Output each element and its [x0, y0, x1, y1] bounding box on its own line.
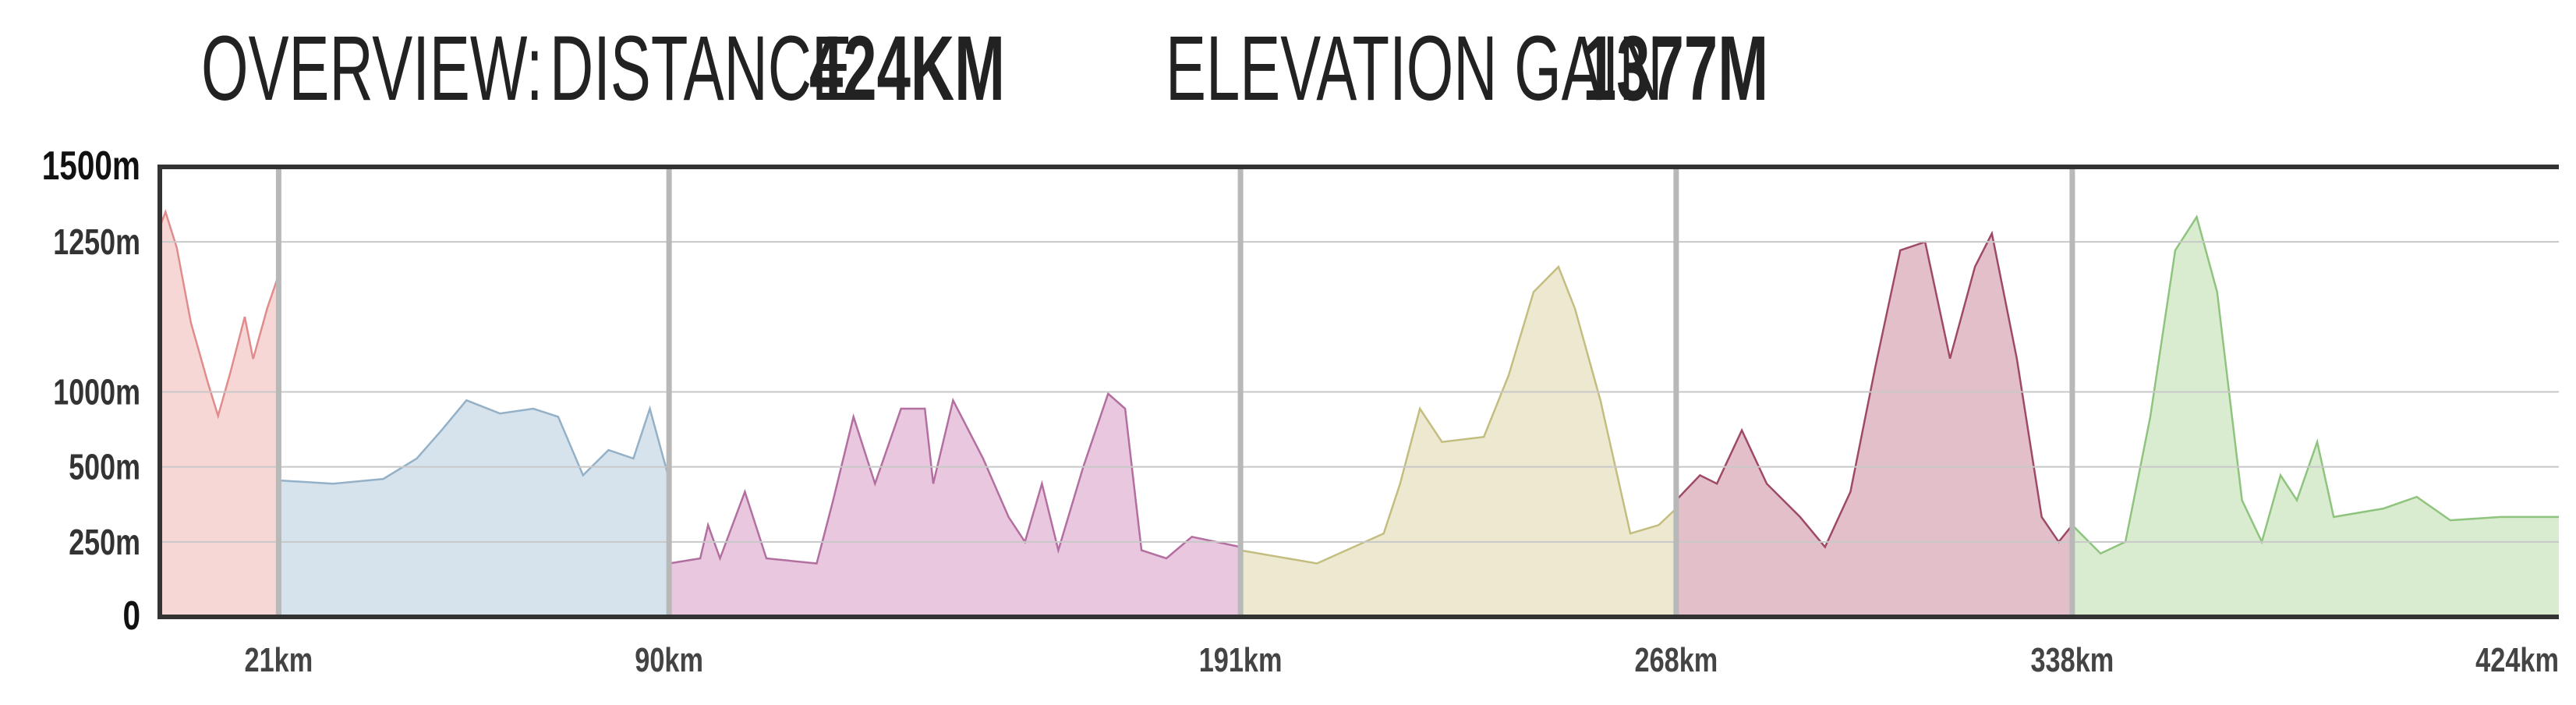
area-fill [2072, 217, 2559, 617]
elevation-line [1675, 230, 2073, 549]
gain-value: 1377M [1583, 17, 1768, 120]
gain-label: ELEVATION GAIN [1166, 17, 1663, 120]
header: OVERVIEW: DISTANCE 424KM ELEVATION GAIN … [201, 17, 1768, 120]
elevation-line [1240, 264, 1677, 565]
area-fill [1240, 267, 1676, 617]
y-tick-label: 0 [122, 593, 140, 638]
x-tick-label: 424km [2475, 641, 2559, 679]
x-tick-label: 21km [245, 641, 313, 679]
distance-value: 424KM [809, 17, 1005, 120]
distance-label: DISTANCE [550, 17, 852, 120]
x-tick-label: 338km [2030, 641, 2114, 679]
x-tick-label: 191km [1199, 641, 1283, 679]
elevation-line [2072, 214, 2559, 555]
areas [158, 208, 2559, 617]
x-tick-label: 90km [635, 641, 703, 679]
elevation-line [668, 391, 1241, 565]
elevation-line [278, 399, 671, 485]
area-fill [669, 393, 1241, 617]
elevation-line [158, 208, 280, 420]
y-tick-label: 1500m [42, 143, 140, 188]
y-tick-label: 1250m [53, 222, 140, 262]
y-tick-label: 500m [69, 447, 140, 487]
x-tick-label: 268km [1634, 641, 1718, 679]
y-tick-label: 1000m [53, 372, 140, 412]
y-tick-label: 250m [69, 523, 140, 562]
area-fill [278, 400, 670, 617]
axes: 0 250m 500m 1000m 1250m 1500m 21km 90km 191km 268… [42, 143, 2559, 679]
area-fill [1675, 233, 2072, 617]
overview-label: OVERVIEW: [201, 17, 543, 120]
